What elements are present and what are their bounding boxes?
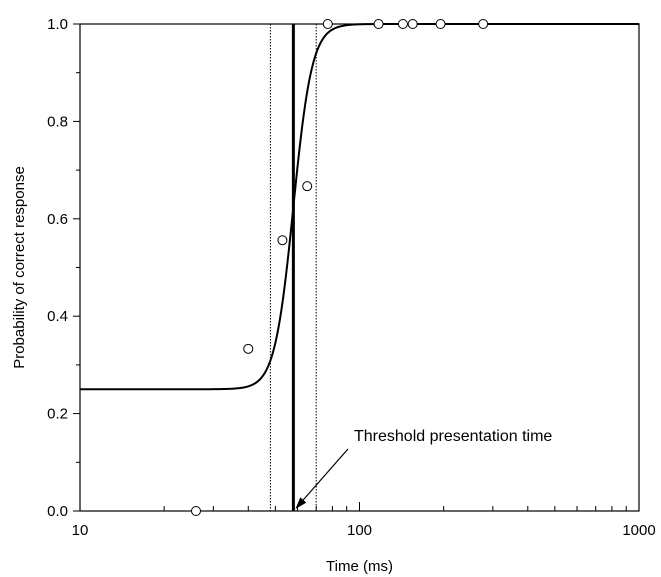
fitted-curve: [80, 23, 639, 391]
reference-lines: [269, 24, 317, 511]
x-tick-label: 100: [347, 522, 372, 539]
y-tick-label: 0.8: [47, 113, 68, 130]
data-point: [397, 19, 408, 29]
data-point: [322, 19, 333, 29]
data-point: [190, 506, 201, 516]
x-axis-label: Time (ms): [326, 558, 393, 575]
y-tick-label: 1.0: [47, 16, 68, 33]
annotation-threshold-label: Threshold presentation time: [354, 428, 552, 445]
data-point: [478, 19, 489, 29]
x-axis-ticks: 10 100 1000: [72, 502, 656, 539]
y-tick-label: 0.6: [47, 211, 68, 228]
y-axis-ticks: 0.0 0.2 0.4 0.6 0.8 1.0: [47, 16, 80, 520]
data-point: [407, 19, 418, 29]
data-point: [435, 19, 446, 29]
x-tick-label: 1000: [622, 522, 655, 539]
x-tick-label: 10: [72, 522, 89, 539]
data-point: [243, 343, 254, 354]
y-axis-label: Probability of correct response: [11, 166, 28, 369]
fitted-curve-layer: [80, 23, 639, 391]
y-tick-label: 0.2: [47, 406, 68, 423]
data-point: [302, 181, 313, 192]
data-point: [373, 19, 384, 29]
annotation-arrow-head: [295, 497, 307, 509]
annotation-arrow-shaft: [300, 448, 349, 503]
annotation-layer: Threshold presentation time: [295, 428, 552, 509]
data-point: [277, 235, 288, 246]
y-tick-label: 0.4: [47, 308, 68, 325]
data-points-layer: [190, 19, 489, 516]
y-tick-label: 0.0: [47, 503, 68, 520]
